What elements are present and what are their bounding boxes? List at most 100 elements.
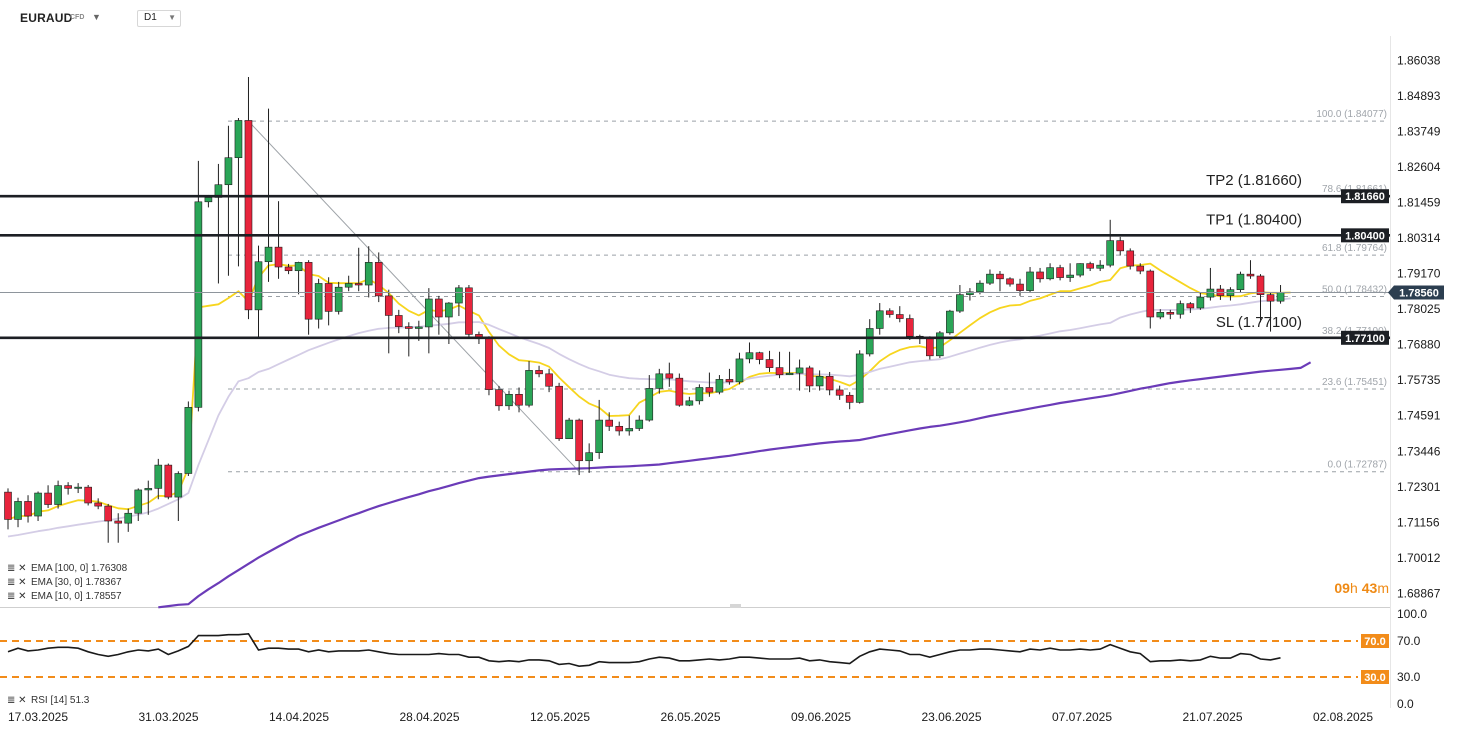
candle [916, 334, 924, 345]
candle [495, 385, 503, 411]
rsi-line [7, 632, 1281, 668]
candle-body [986, 273, 994, 284]
candle-body [94, 502, 102, 507]
rsi-level-tag [1361, 670, 1389, 684]
current-price: 1.78560 [0, 285, 1444, 300]
candle-body [44, 492, 52, 505]
date-tick-label: 14.04.2025 [269, 710, 329, 724]
candle [314, 278, 323, 329]
current-price-tag-text: 1.78560 [1399, 287, 1439, 299]
candle [164, 463, 173, 500]
rsi-indicator: 100.0 70.0 30.0 0.0 70.0 30.0 [0, 607, 1427, 711]
candle [755, 351, 764, 365]
legend-ema-100[interactable]: ≣ ✕ EMA [100, 0] 1.76308 [7, 563, 128, 574]
fib-level-label: 23.6 (1.75451) [1322, 377, 1387, 388]
tp2-level: TP2 (1.81660) 1.81660 [0, 172, 1390, 204]
candle [745, 342, 754, 364]
level-price-tag-text: 1.77100 [1345, 333, 1385, 345]
candle-body [204, 197, 213, 203]
candle [94, 498, 102, 510]
rsi-level-tag-text: 30.0 [1364, 672, 1385, 684]
candle [825, 371, 834, 396]
candle [555, 382, 563, 441]
candle [635, 415, 644, 431]
candle-body [1196, 296, 1205, 309]
candle-body [254, 261, 263, 311]
level-label: TP1 (1.80400) [1206, 211, 1302, 228]
candle [926, 336, 934, 360]
date-tick-label: 21.07.2025 [1182, 710, 1242, 724]
candle-body [505, 394, 513, 407]
date-tick-label: 07.07.2025 [1052, 710, 1112, 724]
candle-body [585, 452, 593, 462]
legend-rsi[interactable]: ≣ ✕ RSI [14] 51.3 [7, 695, 90, 706]
candle-body [1206, 288, 1215, 298]
candle-body [495, 389, 503, 407]
candle [435, 295, 443, 335]
candle [4, 488, 12, 530]
candle [1266, 292, 1275, 332]
candle [1256, 274, 1265, 323]
candle [104, 503, 112, 543]
candle [605, 412, 614, 431]
candle-body [224, 157, 233, 186]
candle-body [615, 425, 624, 432]
date-tick-label: 26.05.2025 [660, 710, 720, 724]
date-tick-label: 31.03.2025 [138, 710, 198, 724]
candle-body [74, 486, 82, 489]
candle-body [1086, 263, 1094, 269]
candle-body [956, 294, 964, 312]
candle-body [1096, 264, 1104, 269]
trade-levels[interactable]: TP2 (1.81660) 1.81660 TP1 (1.80400) 1.80400… [0, 172, 1444, 345]
candle [384, 289, 393, 354]
candle [1016, 278, 1024, 296]
pane-resize-handle[interactable] [730, 604, 741, 608]
candle-body [765, 359, 774, 368]
sl-level: SL (1.77100) 1.77100 [0, 314, 1390, 345]
date-tick-label: 23.06.2025 [921, 710, 981, 724]
candle-body [1156, 312, 1165, 318]
candle-body [1276, 292, 1285, 302]
date-tick-label: 09.06.2025 [791, 710, 851, 724]
candle [795, 359, 804, 391]
symbol-dropdown-icon[interactable]: ▼ [92, 12, 101, 22]
candle [665, 362, 674, 387]
candle [1106, 219, 1114, 268]
candle-body [1016, 283, 1024, 291]
candle [144, 480, 153, 515]
symbol-name[interactable]: EURAUD [20, 11, 73, 25]
candle-body [4, 491, 12, 520]
candle-body [1166, 312, 1175, 315]
candle-body [1256, 275, 1265, 295]
candle [615, 421, 624, 436]
candle [1156, 309, 1165, 320]
timeframe-select[interactable]: D1 ▼ [137, 10, 181, 27]
candle-body [194, 201, 203, 408]
candle-body [104, 505, 112, 522]
candle-body [244, 120, 253, 311]
price-tick-label: 1.83749 [1397, 124, 1441, 138]
candle-body [445, 302, 453, 318]
candle [585, 443, 593, 473]
candle-body [885, 310, 894, 315]
candle [575, 418, 583, 476]
candle [14, 497, 22, 528]
candle-body [1046, 267, 1054, 280]
date-axis: 17.03.2025 31.03.2025 14.04.2025 28.04.2025… [8, 710, 1373, 724]
legend-ema-30[interactable]: ≣ ✕ EMA [30, 0] 1.78367 [7, 577, 122, 588]
price-tick-label: 1.73446 [1397, 444, 1441, 458]
level-price-tag [1341, 228, 1389, 243]
date-tick-label: 12.05.2025 [530, 710, 590, 724]
legend-menu-icon: ≣ ✕ [7, 695, 27, 706]
candle [184, 401, 193, 476]
candle-body [685, 400, 694, 406]
legend-ema-10[interactable]: ≣ ✕ EMA [10, 0] 1.78557 [7, 591, 122, 602]
candle-body [695, 387, 704, 402]
level-price-tag-text: 1.81660 [1345, 191, 1385, 203]
candle [1086, 261, 1094, 272]
ema-lines [7, 262, 1312, 609]
candle-body [1126, 250, 1135, 267]
candle-body [1146, 270, 1155, 318]
price-tick-label: 1.78025 [1397, 302, 1441, 316]
